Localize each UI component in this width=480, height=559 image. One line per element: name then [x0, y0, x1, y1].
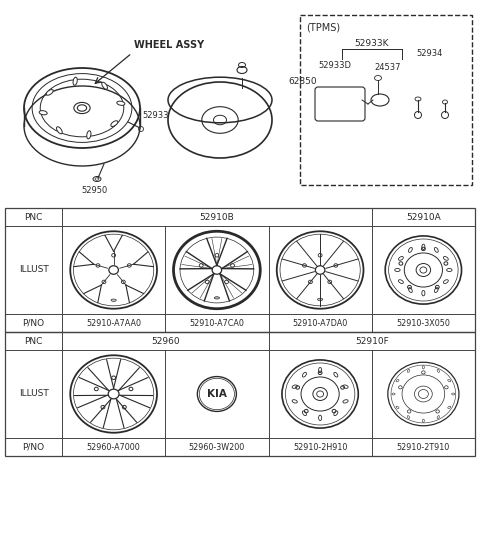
Text: 52960-3W200: 52960-3W200 — [189, 443, 245, 452]
Bar — [5, 208, 475, 332]
Ellipse shape — [102, 82, 108, 89]
Ellipse shape — [318, 299, 323, 301]
Text: KIA: KIA — [207, 389, 227, 399]
Text: P/NO: P/NO — [23, 443, 45, 452]
Text: 52933K: 52933K — [355, 39, 389, 48]
Ellipse shape — [111, 121, 118, 126]
Text: 52933D: 52933D — [319, 60, 351, 69]
Text: 52910-A7CA0: 52910-A7CA0 — [190, 319, 244, 328]
Text: 52960: 52960 — [151, 337, 180, 345]
Text: 52933: 52933 — [142, 111, 168, 121]
Text: PNC: PNC — [24, 212, 43, 221]
Text: 52910-A7AA0: 52910-A7AA0 — [86, 319, 141, 328]
Text: 52910-3X050: 52910-3X050 — [396, 319, 450, 328]
Text: 52950: 52950 — [81, 186, 107, 195]
Ellipse shape — [87, 131, 91, 139]
Text: WHEEL ASSY: WHEEL ASSY — [134, 40, 204, 50]
Text: 24537: 24537 — [375, 63, 401, 72]
Ellipse shape — [39, 111, 47, 115]
Text: 52960-A7000: 52960-A7000 — [87, 443, 141, 452]
Ellipse shape — [117, 101, 125, 105]
Bar — [5, 332, 475, 456]
Text: 62850: 62850 — [288, 78, 317, 87]
Text: 52910-2T910: 52910-2T910 — [397, 443, 450, 452]
Text: PNC: PNC — [24, 337, 43, 345]
Text: 52910-A7DA0: 52910-A7DA0 — [292, 319, 348, 328]
Text: 52910B: 52910B — [200, 212, 234, 221]
Text: (TPMS): (TPMS) — [306, 22, 340, 32]
Ellipse shape — [73, 77, 77, 85]
Text: 52934: 52934 — [417, 49, 443, 58]
Text: P/NO: P/NO — [23, 319, 45, 328]
Text: 52910-2H910: 52910-2H910 — [293, 443, 348, 452]
Text: ILLUST: ILLUST — [19, 266, 48, 274]
Ellipse shape — [214, 297, 219, 299]
Text: 52910A: 52910A — [406, 212, 441, 221]
Ellipse shape — [46, 89, 53, 95]
Ellipse shape — [111, 299, 116, 301]
Ellipse shape — [57, 127, 62, 134]
Text: 52910F: 52910F — [355, 337, 389, 345]
Text: ILLUST: ILLUST — [19, 390, 48, 399]
Bar — [300, 15, 472, 185]
